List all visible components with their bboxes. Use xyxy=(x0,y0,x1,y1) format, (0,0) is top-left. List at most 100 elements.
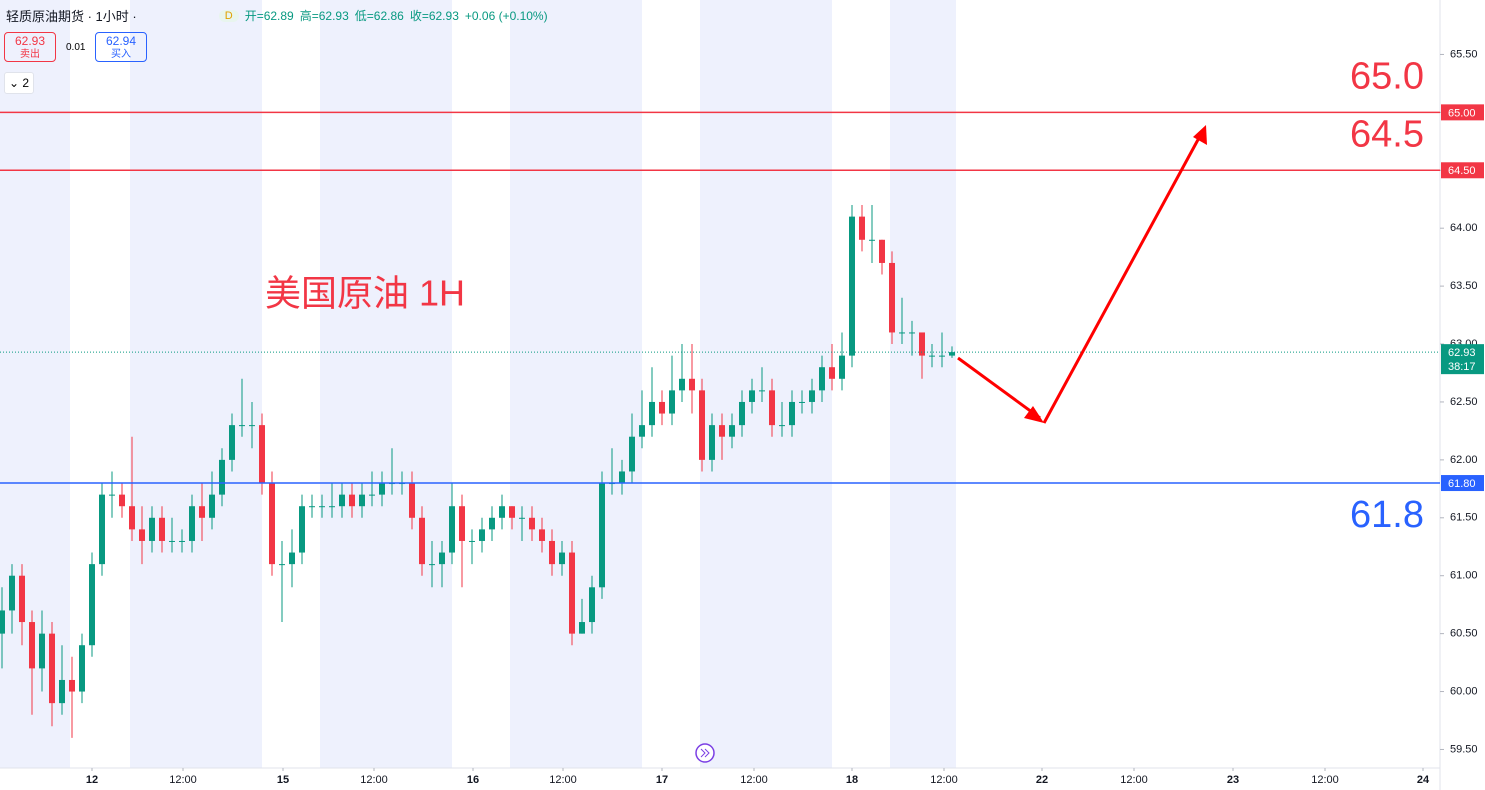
candle-body xyxy=(349,494,355,507)
indicator-count: 2 xyxy=(22,76,30,90)
last-price-tag xyxy=(1441,344,1484,375)
arrow-head xyxy=(1193,125,1207,145)
candle-body xyxy=(859,216,865,240)
spread: 0.01 xyxy=(66,42,86,53)
candle-body xyxy=(9,575,15,611)
candle-body xyxy=(499,506,505,518)
last-price-label: 62.93 xyxy=(1448,347,1476,359)
buy-button[interactable]: 62.94 买入 xyxy=(95,32,147,62)
ohlc-close: 收=62.93 xyxy=(409,9,459,23)
candle-body xyxy=(129,506,135,530)
candle-body xyxy=(739,401,745,426)
candle-body xyxy=(779,425,785,427)
candle-body xyxy=(89,564,95,646)
sell-price: 62.93 xyxy=(14,34,46,48)
candle-body xyxy=(59,679,65,704)
candle-body xyxy=(339,494,345,507)
annotation: 美国原油 1H xyxy=(265,273,465,314)
candle-body xyxy=(159,517,165,541)
candle-body xyxy=(689,378,695,391)
candle-body xyxy=(579,622,585,634)
candle-body xyxy=(899,332,905,334)
candle-body xyxy=(949,352,955,356)
x-tick-label: 22 xyxy=(1036,774,1048,786)
candle-body xyxy=(459,506,465,541)
candle-body xyxy=(309,506,315,508)
candle-body xyxy=(939,355,945,357)
level-tag-label: 64.50 xyxy=(1448,165,1476,177)
candle-body xyxy=(639,425,645,437)
x-tick-label: 24 xyxy=(1417,774,1430,786)
x-tick-label: 12:00 xyxy=(740,774,768,786)
x-tick-label: 12:00 xyxy=(549,774,577,786)
candle-body xyxy=(789,401,795,426)
candle-body xyxy=(359,494,365,507)
candle-body xyxy=(259,425,265,484)
candle-body xyxy=(829,367,835,379)
candle-body xyxy=(179,540,185,542)
level-text: 64.5 xyxy=(1350,113,1424,155)
candle-body xyxy=(649,401,655,426)
candle-body xyxy=(599,483,605,588)
x-tick-label: 18 xyxy=(846,774,858,786)
candle-body xyxy=(909,332,915,334)
candle-body xyxy=(299,506,305,553)
level-text: 61.8 xyxy=(1350,494,1424,536)
indicator-toggle[interactable]: ⌄ 2 xyxy=(4,72,34,94)
y-tick-label: 62.00 xyxy=(1450,454,1478,466)
candle-body xyxy=(619,471,625,484)
candle-body xyxy=(469,540,475,542)
change: +0.06 (+0.10%) xyxy=(464,8,548,23)
header: 轻质原油期货 · 1小时 · D 开=62.89 高=62.93 低=62.86… xyxy=(6,6,548,25)
candle-body xyxy=(759,390,765,392)
arrow xyxy=(1042,135,1202,424)
candle-body xyxy=(49,633,55,704)
jump-icon-glyph xyxy=(700,748,710,758)
candle-body xyxy=(839,355,845,379)
candle-body xyxy=(379,483,385,495)
sell-button[interactable]: 62.93 卖出 xyxy=(4,32,56,62)
candle-body xyxy=(139,529,145,541)
candle-body xyxy=(889,262,895,333)
candle-body xyxy=(529,517,535,530)
x-tick-label: 23 xyxy=(1227,774,1239,786)
x-tick-label: 12:00 xyxy=(1311,774,1339,786)
candle-body xyxy=(879,239,885,263)
candle-body xyxy=(439,552,445,565)
candle-body xyxy=(709,425,715,460)
candle-body xyxy=(449,506,455,553)
sell-label: 卖出 xyxy=(20,49,40,60)
candle-body xyxy=(819,367,825,391)
candle-body xyxy=(189,506,195,541)
y-tick-label: 61.00 xyxy=(1450,570,1478,582)
x-tick-label: 12:00 xyxy=(930,774,958,786)
candle-body xyxy=(559,552,565,565)
candle-body xyxy=(119,494,125,507)
x-tick-label: 16 xyxy=(467,774,479,786)
candle-body xyxy=(479,529,485,541)
candle-body xyxy=(719,425,725,437)
x-tick-label: 17 xyxy=(656,774,668,786)
ohlc-low: 低=62.86 xyxy=(354,9,404,23)
x-tick-label: 12:00 xyxy=(1120,774,1148,786)
session-bands xyxy=(0,0,956,768)
candle-body xyxy=(929,355,935,357)
candle-body xyxy=(799,401,805,403)
level-tag-label: 61.80 xyxy=(1448,478,1476,490)
candle-body xyxy=(919,332,925,356)
candle-body xyxy=(19,575,25,623)
candle-body xyxy=(39,633,45,669)
arrow xyxy=(957,356,1041,420)
level-tag-label: 65.00 xyxy=(1448,107,1476,119)
candle-body xyxy=(209,494,215,518)
candle-body xyxy=(239,425,245,427)
symbol: 轻质原油期货 · 1小时 · xyxy=(6,9,137,24)
candle-body xyxy=(269,483,275,565)
candle-body xyxy=(519,517,525,519)
badge[interactable]: D xyxy=(218,9,239,22)
x-tick-label: 12:00 xyxy=(169,774,197,786)
candle-body xyxy=(29,622,35,669)
candle-body xyxy=(729,425,735,437)
